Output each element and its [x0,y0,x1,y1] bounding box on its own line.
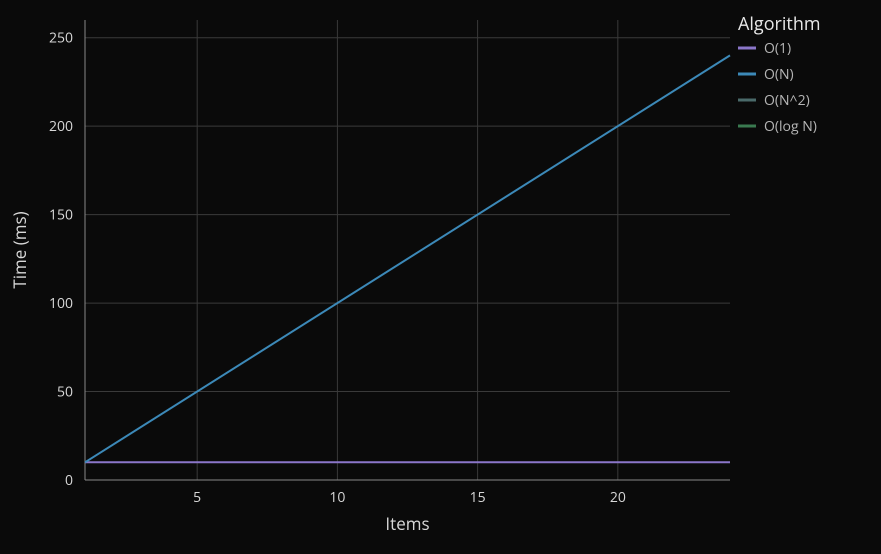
legend-label: O(log N) [764,117,817,136]
y-tick-label: 250 [49,29,73,48]
y-tick-label: 50 [57,383,73,402]
legend-title: Algorithm [738,12,821,36]
x-tick-label: 15 [470,488,486,507]
legend-label: O(1) [764,39,791,58]
legend-label: O(N^2) [764,91,810,110]
x-tick-label: 10 [329,488,345,507]
y-tick-label: 150 [49,206,73,225]
y-tick-label: 0 [65,471,73,490]
y-axis-label: Time (ms) [8,211,31,288]
legend-label: O(N) [764,65,794,84]
line-chart: 0 50 100 150 200 250 5 10 15 20 Items Time (ms) Algo… [0,0,881,554]
x-tick-label: 5 [193,488,201,507]
y-tick-label: 100 [49,294,73,313]
x-tick-label: 20 [610,488,626,507]
y-tick-label: 200 [49,117,73,136]
series-line-1 [85,55,730,462]
chart-container: 0 50 100 150 200 250 5 10 15 20 Items Time (ms) Algo… [0,0,881,554]
x-axis-label: Items [385,512,429,535]
